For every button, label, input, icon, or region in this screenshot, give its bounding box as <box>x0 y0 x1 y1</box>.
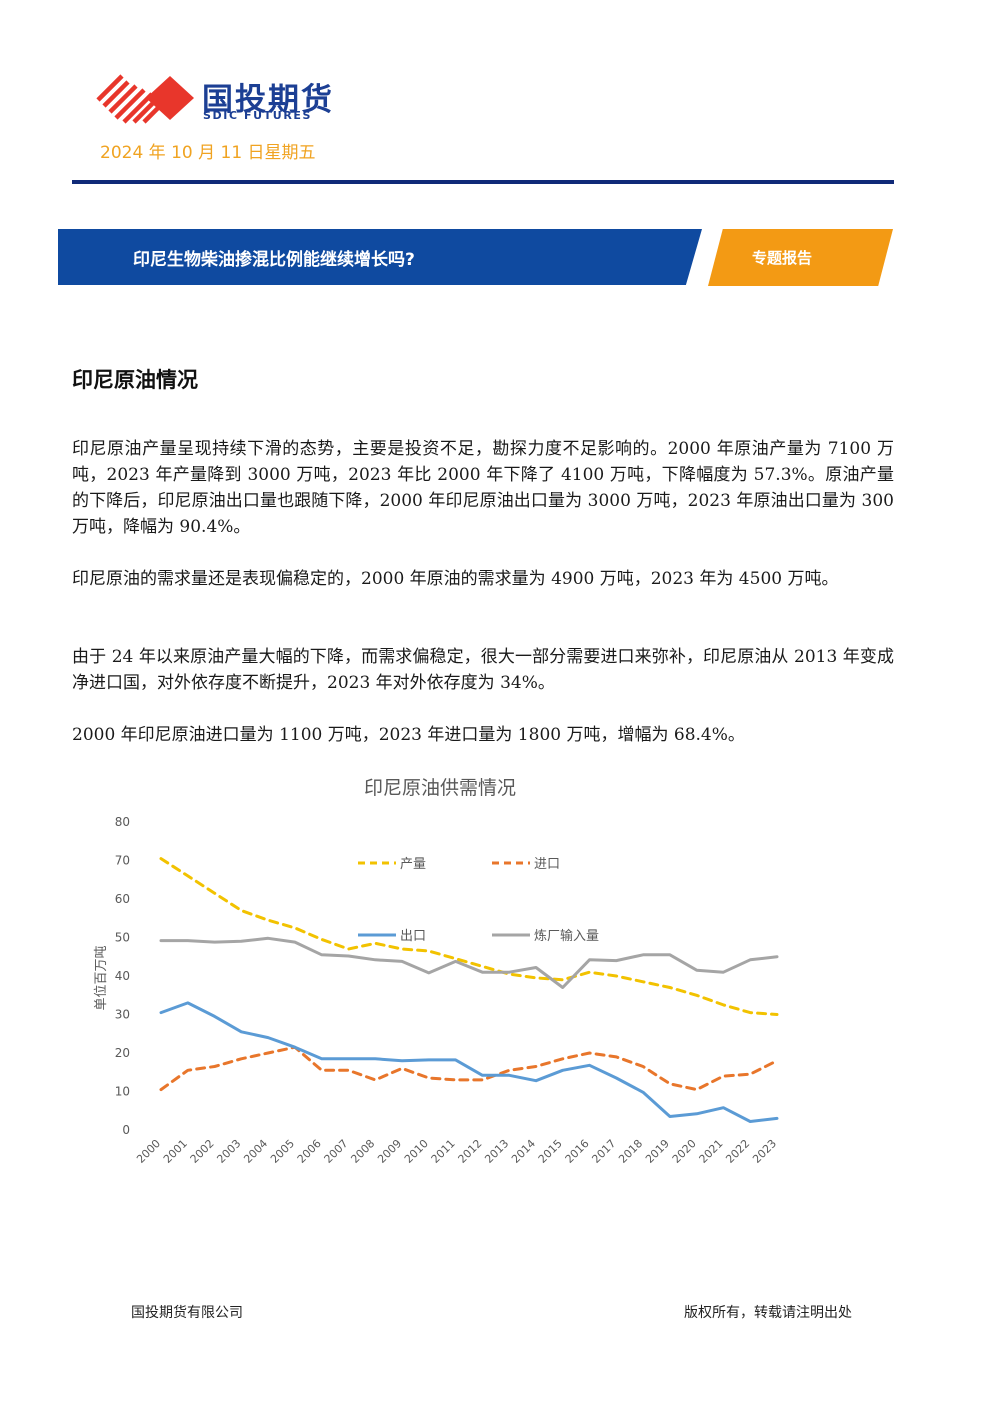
legend-label: 产量 <box>400 857 426 872</box>
paragraph-production: 印尼原油产量呈现持续下滑的态势，主要是投资不足，勘探力度不足影响的。2000 年… <box>72 439 894 537</box>
logo-english-name: SDIC FUTURES <box>203 109 313 122</box>
x-tick-label: 2014 <box>509 1137 538 1166</box>
x-tick-label: 2009 <box>375 1137 404 1166</box>
report-title: 印尼生物柴油掺混比例能继续增长吗? <box>133 250 415 270</box>
x-tick-label: 2018 <box>616 1137 645 1166</box>
x-tick-label: 2021 <box>697 1137 726 1166</box>
y-tick-label: 10 <box>115 1085 130 1099</box>
x-tick-label: 2003 <box>214 1137 243 1166</box>
y-tick-label: 70 <box>115 854 130 868</box>
series-line-3 <box>159 936 779 989</box>
x-tick-label: 2012 <box>456 1137 485 1166</box>
legend-label: 出口 <box>400 929 426 944</box>
company-logo: 国投期货 SDIC FUTURES <box>96 72 366 124</box>
y-tick-label: 60 <box>115 892 130 906</box>
paragraph-import-dependency: 由于 24 年以来原油产量大幅的下降，而需求偏稳定，很大一部分需要进口来弥补，印… <box>72 647 894 693</box>
x-tick-label: 2022 <box>723 1137 752 1166</box>
y-tick-label: 30 <box>115 1008 130 1022</box>
section-title: 印尼原油情况 <box>72 368 198 392</box>
x-tick-label: 2010 <box>402 1137 431 1166</box>
x-tick-label: 2000 <box>134 1137 163 1166</box>
x-tick-label: 2007 <box>322 1137 351 1166</box>
x-tick-label: 2004 <box>241 1137 270 1166</box>
series-line-2 <box>159 1001 779 1123</box>
y-tick-label: 50 <box>115 931 130 945</box>
x-tick-label: 2006 <box>295 1137 324 1166</box>
x-tick-label: 2008 <box>348 1137 377 1166</box>
legend-label: 进口 <box>534 857 560 872</box>
x-tick-label: 2002 <box>188 1137 217 1166</box>
x-tick-label: 2016 <box>563 1137 592 1166</box>
x-tick-label: 2019 <box>643 1137 672 1166</box>
x-tick-label: 2023 <box>750 1137 779 1166</box>
logo-chinese-name: 国投期货 <box>202 82 334 118</box>
x-tick-label: 2001 <box>161 1137 190 1166</box>
logo-mark-icon <box>96 74 194 124</box>
x-tick-label: 2020 <box>670 1137 699 1166</box>
footer-copyright: 版权所有，转载请注明出处 <box>684 1305 852 1321</box>
series-line-1 <box>159 1045 779 1092</box>
report-type-tag: 专题报告 <box>752 249 813 267</box>
report-date: 2024 年 10 月 11 日星期五 <box>100 143 316 163</box>
x-tick-label: 2011 <box>429 1137 458 1166</box>
chart-title: 印尼原油供需情况 <box>364 777 516 799</box>
paragraph-import-volume: 2000 年印尼原油进口量为 1100 万吨，2023 年进口量为 1800 万… <box>72 725 745 745</box>
x-tick-label: 2013 <box>482 1137 511 1166</box>
y-axis-label: 单位百万吨 <box>94 945 109 1010</box>
footer-company: 国投期货有限公司 <box>131 1305 243 1321</box>
series-line-0 <box>159 857 779 1016</box>
x-tick-label: 2005 <box>268 1137 297 1166</box>
header-divider <box>72 180 894 184</box>
supply-demand-chart: 印尼原油供需情况 单位百万吨 0 10 20 30 40 50 60 70 80 20002001… <box>94 777 779 1166</box>
y-tick-label: 40 <box>115 969 130 983</box>
y-tick-label: 80 <box>115 815 130 829</box>
paragraph-demand: 印尼原油的需求量还是表现偏稳定的，2000 年原油的需求量为 4900 万吨，2… <box>72 569 839 589</box>
legend-label: 炼厂输入量 <box>534 928 599 944</box>
y-tick-label: 0 <box>122 1123 130 1137</box>
y-tick-label: 20 <box>115 1046 130 1060</box>
x-tick-label: 2015 <box>536 1137 565 1166</box>
title-banner <box>58 229 702 285</box>
x-tick-label: 2017 <box>589 1137 618 1166</box>
tag-banner <box>708 229 893 286</box>
